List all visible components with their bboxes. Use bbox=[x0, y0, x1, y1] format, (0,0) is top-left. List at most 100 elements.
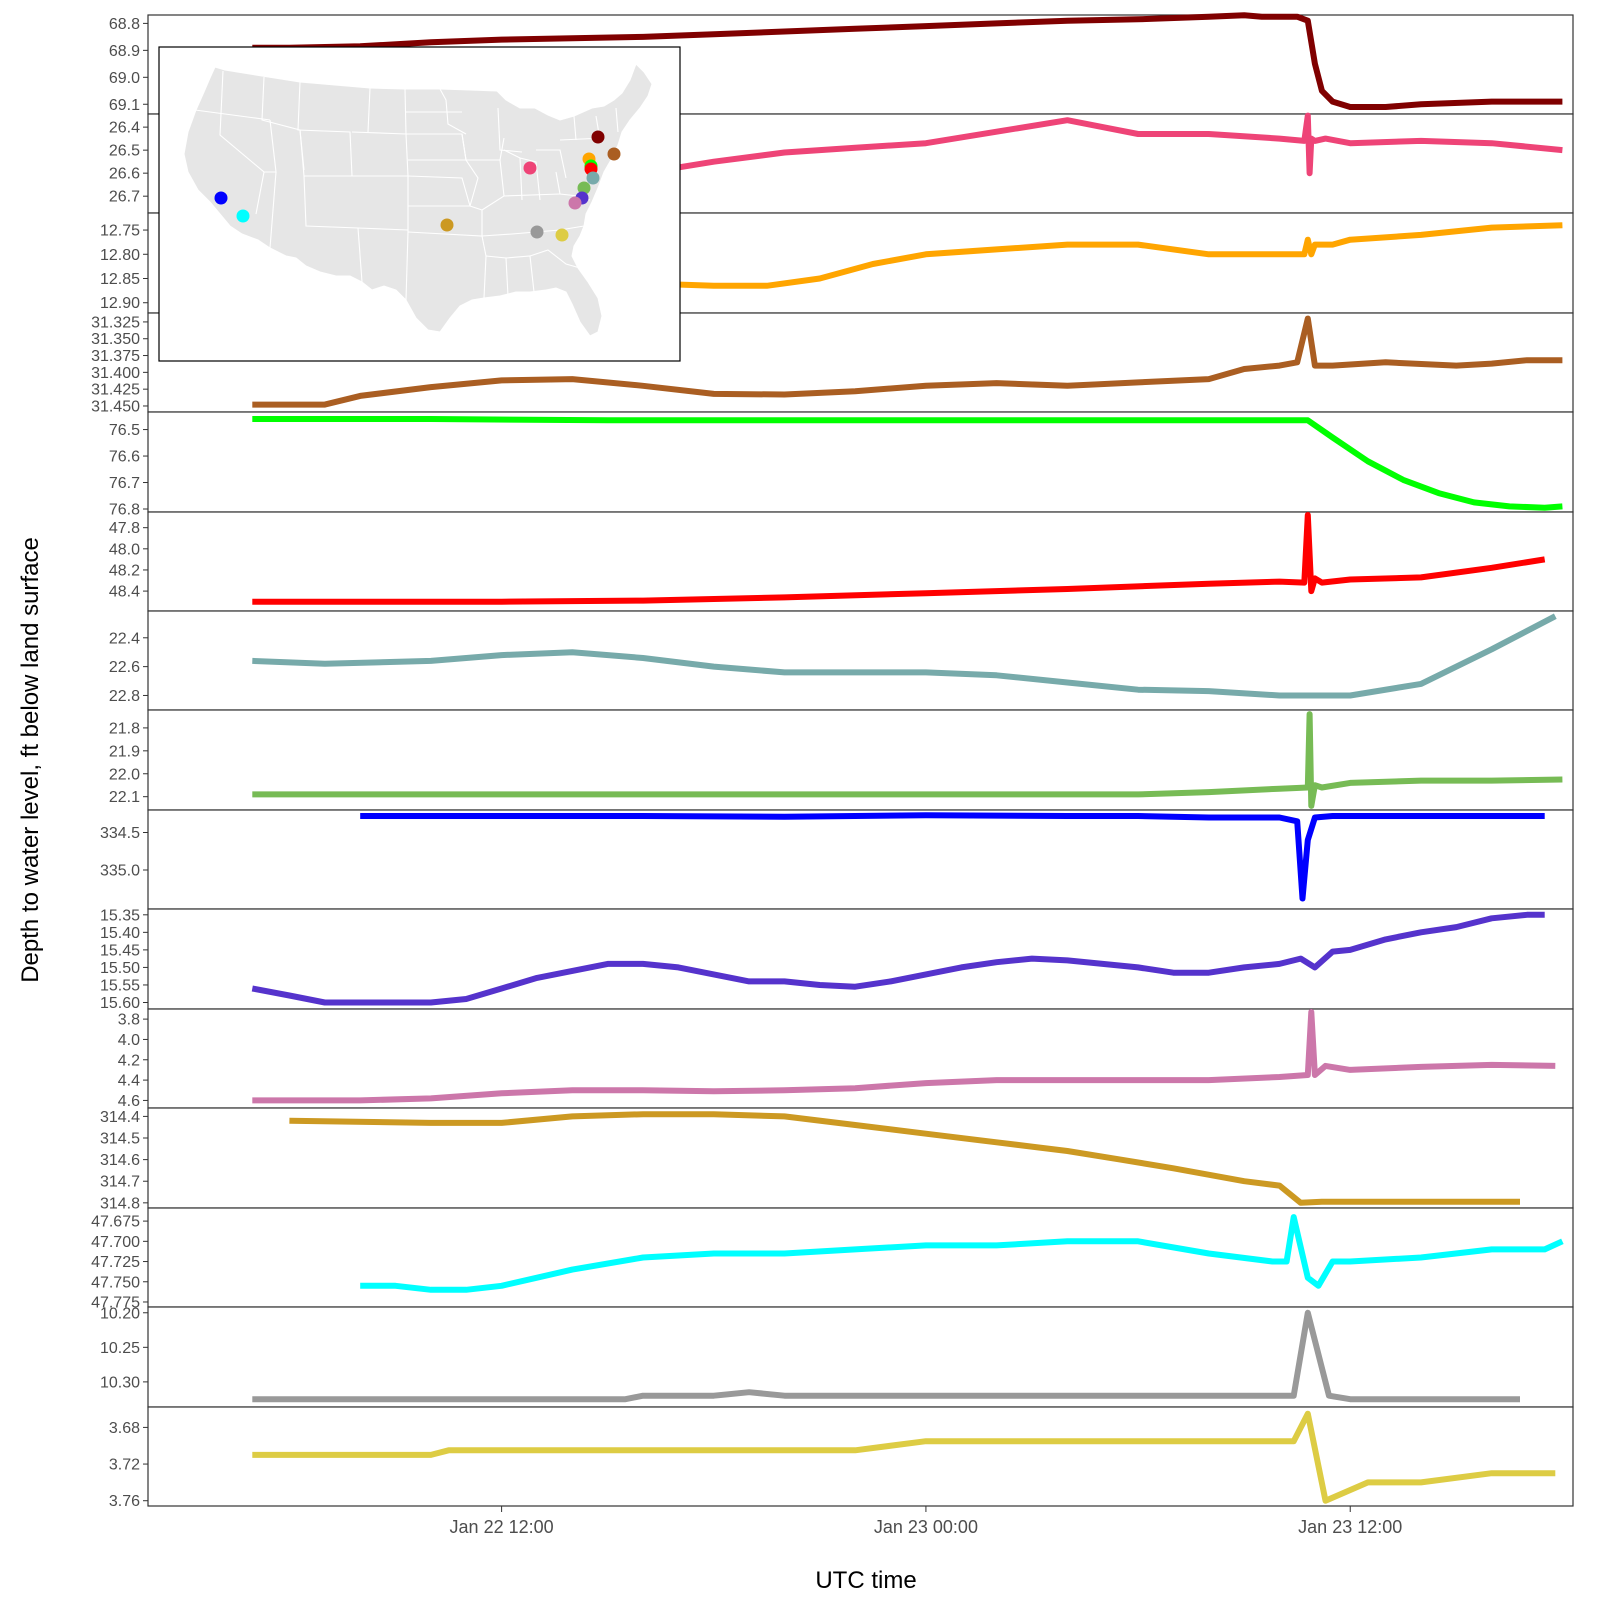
y-tick-label: 22.4 bbox=[109, 630, 140, 647]
y-tick-label: 314.5 bbox=[100, 1131, 140, 1148]
series-line bbox=[251, 911, 1545, 1006]
panel-frame bbox=[147, 1306, 1574, 1408]
y-tick-label: 3.72 bbox=[109, 1457, 140, 1474]
y-tick-label: 31.425 bbox=[91, 382, 140, 399]
y-tick-label: 4.0 bbox=[118, 1032, 140, 1049]
y-tick-label: 21.8 bbox=[109, 720, 140, 737]
series-line bbox=[252, 1009, 1556, 1104]
state-border bbox=[536, 149, 567, 179]
y-tick-label: 15.40 bbox=[100, 925, 140, 942]
y-tick-label: 26.7 bbox=[109, 189, 140, 206]
site-marker bbox=[607, 147, 621, 161]
y-tick-label: 31.450 bbox=[91, 398, 140, 415]
panel-12: 314.4 314.5 314.6 314.7 314.8 bbox=[100, 1107, 1574, 1212]
y-tick-label: 47.8 bbox=[109, 520, 140, 537]
panel-7: 22.4 22.6 22.8 bbox=[109, 610, 1574, 711]
y-tick-label: 3.68 bbox=[109, 1420, 140, 1437]
y-tick-label: 314.4 bbox=[100, 1109, 140, 1126]
y-tick-label: 31.400 bbox=[91, 365, 140, 382]
state-borders bbox=[194, 70, 619, 301]
y-tick-label: 334.5 bbox=[100, 825, 140, 842]
y-tick-label: 69.0 bbox=[109, 70, 140, 87]
y-tick-label: 48.0 bbox=[109, 541, 140, 558]
y-tick-label: 47.750 bbox=[91, 1274, 140, 1291]
site-marker bbox=[568, 196, 582, 210]
y-tick-label: 15.60 bbox=[100, 995, 140, 1012]
y-tick-label: 3.8 bbox=[118, 1012, 140, 1029]
series-line bbox=[289, 1111, 1520, 1206]
y-tick-label: 15.45 bbox=[100, 942, 140, 959]
state-border bbox=[503, 193, 561, 197]
site-marker bbox=[523, 161, 537, 175]
state-border bbox=[194, 109, 271, 121]
panel-frame bbox=[147, 908, 1574, 1010]
state-border bbox=[357, 227, 409, 231]
panel-8: 21.8 21.9 22.0 22.1 bbox=[109, 709, 1574, 811]
y-tick-label: 10.25 bbox=[100, 1340, 140, 1357]
y-tick-label: 4.4 bbox=[118, 1073, 140, 1090]
x-tick-label: Jan 22 12:00 bbox=[450, 1517, 554, 1537]
y-tick-label: 4.6 bbox=[118, 1093, 140, 1110]
site-marker bbox=[591, 130, 605, 144]
y-tick-label: 26.4 bbox=[109, 120, 140, 137]
inset-map bbox=[158, 46, 681, 362]
site-marker bbox=[440, 218, 454, 232]
y-tick-label: 10.20 bbox=[100, 1305, 140, 1322]
state-border bbox=[351, 131, 409, 177]
y-tick-label: 10.30 bbox=[100, 1374, 140, 1391]
state-border bbox=[519, 157, 523, 201]
y-tick-label: 314.6 bbox=[100, 1152, 140, 1169]
panel-15: 3.68 3.72 3.76 bbox=[109, 1406, 1574, 1510]
y-tick-label: 12.90 bbox=[100, 295, 140, 312]
state-border bbox=[439, 88, 467, 135]
y-tick-label: 76.7 bbox=[109, 475, 140, 492]
y-tick-label: 47.700 bbox=[91, 1234, 140, 1251]
state-border bbox=[297, 81, 353, 177]
y-tick-label: 4.2 bbox=[118, 1052, 140, 1069]
state-border bbox=[367, 87, 371, 133]
series-line bbox=[360, 812, 1545, 902]
x-tick-label: Jan 23 00:00 bbox=[874, 1517, 978, 1537]
y-tick-label: 48.4 bbox=[109, 584, 140, 601]
y-tick-label: 47.725 bbox=[91, 1254, 140, 1271]
series-line bbox=[252, 416, 1563, 511]
panel-9: 334.5 335.0 bbox=[100, 809, 1574, 910]
y-tick-label: 22.1 bbox=[109, 789, 140, 806]
y-tick-label: 12.80 bbox=[100, 247, 140, 264]
panel-13: 47.675 47.700 47.725 47.750 47.775 bbox=[91, 1207, 1574, 1311]
y-tick-label: 15.55 bbox=[100, 977, 140, 994]
y-tick-label: 22.8 bbox=[109, 688, 140, 705]
series-line bbox=[252, 1410, 1556, 1504]
site-marker bbox=[555, 228, 569, 242]
site-marker bbox=[586, 171, 600, 185]
x-axis-title: UTC time bbox=[815, 1567, 916, 1594]
y-tick-label: 12.75 bbox=[100, 223, 140, 240]
y-tick-label: 21.9 bbox=[109, 743, 140, 760]
series-line bbox=[252, 512, 1546, 605]
panel-5: 76.5 76.6 76.7 76.8 bbox=[109, 411, 1574, 519]
y-tick-label: 68.8 bbox=[109, 16, 140, 33]
panel-frame bbox=[147, 1207, 1574, 1308]
y-tick-label: 76.8 bbox=[109, 502, 140, 519]
y-tick-label: 22.0 bbox=[109, 766, 140, 783]
series-line bbox=[252, 315, 1563, 408]
y-tick-label: 314.8 bbox=[100, 1195, 140, 1212]
y-tick-label: 76.6 bbox=[109, 449, 140, 466]
state-border bbox=[405, 176, 409, 301]
y-tick-label: 314.7 bbox=[100, 1174, 140, 1191]
y-tick-label: 12.85 bbox=[100, 271, 140, 288]
panel-14: 10.20 10.25 10.30 bbox=[100, 1305, 1574, 1408]
y-tick-label: 47.775 bbox=[91, 1294, 140, 1311]
series-line bbox=[252, 1309, 1520, 1403]
panel-11: 3.8 4.0 4.2 4.4 4.6 bbox=[118, 1008, 1574, 1110]
state-border bbox=[503, 149, 541, 201]
state-border bbox=[497, 107, 523, 153]
y-tick-label: 335.0 bbox=[100, 863, 140, 880]
y-tick-label: 22.6 bbox=[109, 659, 140, 676]
y-tick-label: 15.50 bbox=[100, 960, 140, 977]
panel-6: 47.8 48.0 48.2 48.4 bbox=[109, 511, 1574, 612]
site-marker bbox=[214, 191, 228, 205]
map-points bbox=[214, 130, 621, 242]
